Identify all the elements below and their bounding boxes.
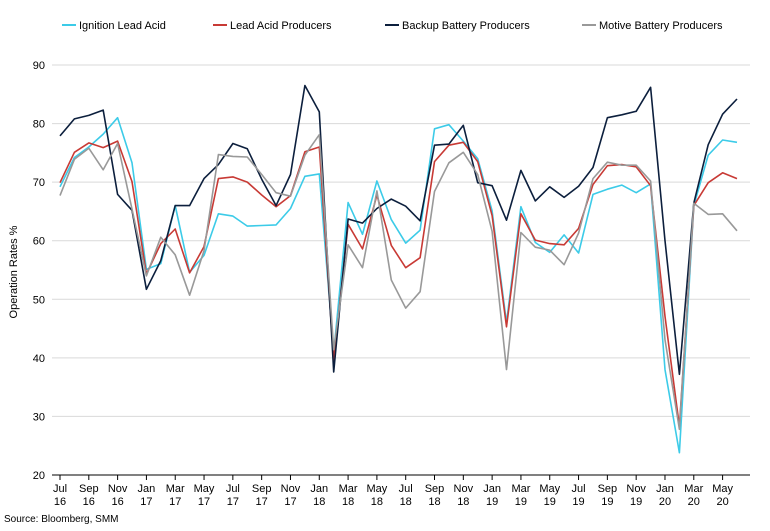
x-tick-label-year: 19: [572, 496, 584, 508]
x-tick-label-year: 18: [313, 496, 325, 508]
legend-label-backup-battery-producers: Backup Battery Producers: [402, 20, 530, 32]
x-tick-label-month: Sep: [425, 483, 445, 495]
y-tick-label: 60: [33, 236, 45, 248]
x-tick-label-year: 20: [716, 496, 728, 508]
y-axis-title: Operation Rates %: [8, 225, 20, 318]
x-tick-label-year: 19: [515, 496, 527, 508]
y-tick-label: 30: [33, 411, 45, 423]
legend: Ignition Lead Acid Lead Acid Producers Bac…: [62, 20, 723, 32]
x-tick-label-month: Jul: [53, 483, 67, 495]
x-tick-label-month: Nov: [281, 483, 301, 495]
x-tick-label-year: 18: [457, 496, 469, 508]
gridlines: [52, 64, 750, 417]
x-tick-label-year: 20: [659, 496, 671, 508]
x-tick-label-month: May: [194, 483, 215, 495]
x-tick-label-month: Mar: [684, 483, 703, 495]
series-line-ignition-lead-acid: [59, 116, 738, 454]
x-tick-label-year: 18: [342, 496, 354, 508]
x-tick-label-year: 17: [169, 496, 181, 508]
legend-label-motive-battery-producers: Motive Battery Producers: [599, 20, 723, 32]
x-tick-label-year: 18: [400, 496, 412, 508]
x-tick-label-month: May: [712, 483, 733, 495]
x-tick-label-month: May: [539, 483, 560, 495]
x-tick-label-month: Sep: [598, 483, 618, 495]
x-tick-label-year: 19: [601, 496, 613, 508]
x-tick-label-month: May: [367, 483, 388, 495]
x-tick-label-year: 19: [486, 496, 498, 508]
x-tick-label-month: Jul: [226, 483, 240, 495]
x-tick-label-year: 19: [630, 496, 642, 508]
x-tick-label-year: 17: [284, 496, 296, 508]
x-tick-label-month: Mar: [511, 483, 530, 495]
x-tick-label-year: 17: [227, 496, 239, 508]
x-tick-label-year: 16: [111, 496, 123, 508]
y-tick-label: 50: [33, 294, 45, 306]
x-axis: Jul16Sep16Nov16Jan17Mar17May17Jul17Sep17…: [52, 474, 750, 508]
y-tick-label: 90: [33, 60, 45, 72]
series-line-motive-battery-producers: [59, 133, 738, 431]
x-tick-label-month: Jul: [572, 483, 586, 495]
x-tick-label-year: 17: [140, 496, 152, 508]
x-tick-label-year: 18: [428, 496, 440, 508]
x-tick-label-month: Sep: [252, 483, 272, 495]
x-tick-label-month: Mar: [166, 483, 185, 495]
series-line-backup-battery-producers: [59, 84, 738, 376]
x-tick-label-month: Jan: [483, 483, 501, 495]
x-tick-label-month: Jan: [138, 483, 156, 495]
x-tick-label-month: Nov: [454, 483, 474, 495]
y-tick-label: 80: [33, 119, 45, 131]
x-tick-label-month: Jan: [656, 483, 674, 495]
x-tick-label-month: Jan: [310, 483, 328, 495]
x-tick-label-month: Jul: [399, 483, 413, 495]
y-tick-label: 20: [33, 470, 45, 482]
x-tick-label-year: 20: [688, 496, 700, 508]
series-line-lead-acid-producers: [59, 140, 738, 428]
x-tick-label-year: 19: [544, 496, 556, 508]
x-tick-label-month: Nov: [626, 483, 646, 495]
x-tick-label-year: 16: [54, 496, 66, 508]
series-group: [59, 84, 738, 454]
legend-label-ignition-lead-acid: Ignition Lead Acid: [79, 20, 166, 32]
x-tick-label-year: 17: [198, 496, 210, 508]
x-tick-label-month: Sep: [79, 483, 99, 495]
y-tick-label: 40: [33, 353, 45, 365]
x-tick-label-year: 17: [256, 496, 268, 508]
x-tick-label-year: 16: [83, 496, 95, 508]
y-tick-label: 70: [33, 177, 45, 189]
x-tick-label-year: 18: [371, 496, 383, 508]
x-tick-label-month: Mar: [339, 483, 358, 495]
legend-label-lead-acid-producers: Lead Acid Producers: [230, 20, 332, 32]
y-axis: 20 30 40 50 60 70 80 90: [33, 60, 45, 482]
x-tick-label-month: Nov: [108, 483, 128, 495]
source-note: Source: Bloomberg, SMM: [4, 514, 119, 525]
